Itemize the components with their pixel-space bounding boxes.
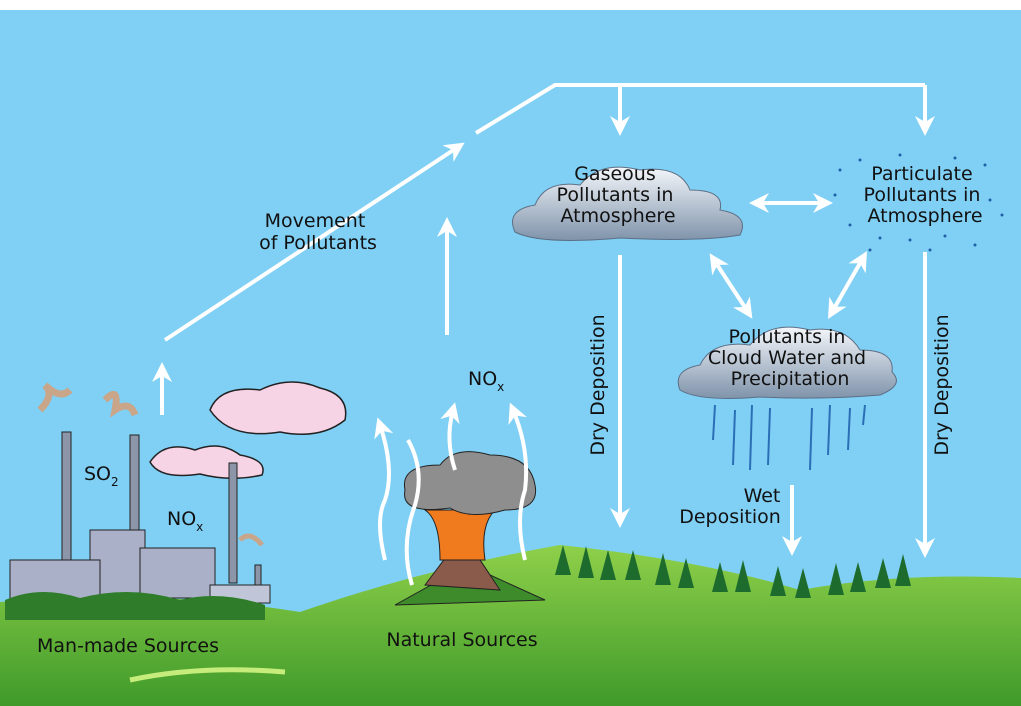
formula: SO xyxy=(84,463,111,485)
label-line: Atmosphere xyxy=(867,205,982,227)
label-line: Pollutants in xyxy=(557,184,674,206)
label-line: Deposition xyxy=(679,506,781,528)
subscript: 2 xyxy=(111,475,119,489)
subscript: x xyxy=(497,380,504,394)
label-line: Movement xyxy=(265,210,366,232)
movement-label: Movement of Pollutants xyxy=(259,210,377,254)
dry-deposition-label: Dry Deposition xyxy=(587,314,609,455)
natural-label: Natural Sources xyxy=(386,629,537,651)
label-line: Cloud Water and xyxy=(708,347,866,369)
formula: NO xyxy=(468,368,497,390)
label-line: Pollutants in xyxy=(864,184,981,206)
label-line: Wet xyxy=(744,485,781,507)
label-line: Atmosphere xyxy=(560,205,675,227)
cloud-water-label: Pollutants in Cloud Water and Precipitat… xyxy=(708,326,872,390)
label-line: Particulate xyxy=(871,163,972,185)
dry-deposition-label: Dry Deposition xyxy=(931,314,953,455)
label-line: Pollutants in xyxy=(729,326,846,348)
gaseous-label: Gaseous Pollutants in Atmosphere xyxy=(557,163,680,227)
particulate-label: Particulate Pollutants in Atmosphere xyxy=(864,163,987,227)
subscript: x xyxy=(196,520,203,534)
label-line: Precipitation xyxy=(731,368,850,390)
label-line: of Pollutants xyxy=(259,232,377,254)
diagram: Movement of Pollutants Gaseous Pollutant… xyxy=(0,0,1021,706)
label-line: Gaseous xyxy=(574,163,656,185)
formula: NO xyxy=(167,508,196,530)
man-made-label: Man-made Sources xyxy=(37,635,219,657)
